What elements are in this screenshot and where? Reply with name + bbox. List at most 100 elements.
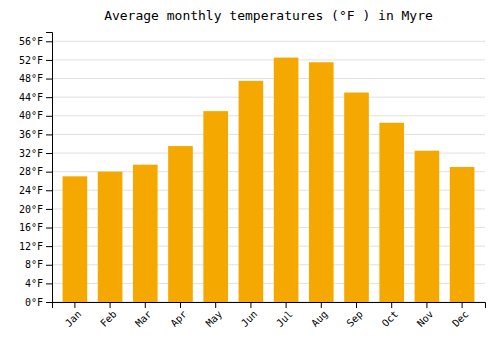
bar	[274, 58, 299, 302]
bar	[203, 111, 228, 302]
y-tick-label: 52°F	[19, 55, 43, 66]
y-tick: 24°F	[19, 185, 52, 196]
x-tick-mark	[356, 302, 357, 308]
x-tick-label: Jul	[274, 308, 295, 329]
y-tick: 56°F	[19, 36, 52, 47]
y-tick-mark	[46, 302, 52, 303]
x-tick-mark	[215, 302, 216, 308]
grid-line	[52, 115, 485, 116]
y-tick-label: 0°F	[25, 297, 43, 308]
y-tick-mark	[46, 209, 52, 210]
x-tick-label: Apr	[168, 308, 189, 329]
bar	[450, 167, 475, 302]
y-tick: 20°F	[19, 204, 52, 215]
y-tick-mark	[46, 228, 52, 229]
y-tick-label: 12°F	[19, 241, 43, 252]
bar	[379, 123, 404, 302]
plot: 0°F 4°F 8°F 12°F 16°F 20°F 24°F 28°F 32°F 36°F 40°…	[19, 33, 486, 329]
bar	[63, 176, 88, 302]
x-tick-label: Feb	[98, 308, 119, 329]
x-tick: Apr	[168, 302, 189, 329]
y-tick-mark	[46, 41, 52, 42]
y-tick-mark	[46, 60, 52, 61]
x-tick-mark	[286, 302, 287, 308]
y-tick: 36°F	[19, 129, 52, 140]
bar	[415, 151, 440, 302]
y-tick: 12°F	[19, 241, 52, 252]
y-tick-label: 4°F	[25, 278, 43, 289]
x-tick-mark	[74, 302, 75, 308]
y-tick: 8°F	[25, 259, 52, 270]
y-tick-label: 48°F	[19, 73, 43, 84]
y-tick: 48°F	[19, 73, 52, 84]
y-tick-mark	[46, 79, 52, 80]
y-tick: 28°F	[19, 166, 52, 177]
bar	[133, 165, 158, 302]
x-tick-mark	[426, 302, 427, 308]
y-tick-mark	[46, 116, 52, 117]
x-tick: Sep	[344, 302, 365, 329]
y-tick-mark	[46, 172, 52, 173]
x-tick-mark	[462, 302, 463, 308]
bar	[344, 93, 369, 302]
x-tick-label: Nov	[415, 308, 436, 329]
y-tick: 52°F	[19, 55, 52, 66]
y-tick: 44°F	[19, 92, 52, 103]
x-tick-label: Aug	[309, 308, 330, 329]
y-tick-mark	[46, 134, 52, 135]
y-tick-label: 20°F	[19, 204, 43, 215]
y-tick: 32°F	[19, 148, 52, 159]
x-tick-mark	[391, 302, 392, 308]
x-tick: Nov	[415, 302, 436, 329]
x-tick: May	[204, 302, 225, 329]
x-tick-mark	[145, 302, 146, 308]
y-tick-mark	[46, 97, 52, 98]
x-tick: Mar	[133, 302, 154, 329]
x-tick-label: Dec	[450, 308, 471, 329]
title: Average monthly temperatures (°F ) in My…	[104, 8, 433, 23]
x-tick: Aug	[309, 302, 330, 329]
grid	[52, 41, 485, 302]
y-tick-label: 16°F	[19, 222, 43, 233]
x-tick: Jan	[63, 302, 84, 329]
x-tick-label: Sep	[344, 308, 365, 329]
y-tick-label: 36°F	[19, 129, 43, 140]
y-tick-label: 44°F	[19, 92, 43, 103]
y-tick-mark	[46, 153, 52, 154]
bar	[168, 146, 193, 302]
y-tick-label: 32°F	[19, 148, 43, 159]
y-tick: 16°F	[19, 222, 52, 233]
bar	[98, 172, 123, 302]
grid-line	[52, 97, 485, 98]
grid-line	[52, 59, 485, 60]
y-tick-mark	[46, 265, 52, 266]
x-tick: Jul	[274, 302, 295, 329]
bars	[63, 58, 475, 302]
x-tick-mark	[321, 302, 322, 308]
y-tick: 4°F	[25, 278, 52, 289]
x-tick-label: Oct	[380, 308, 401, 329]
y-tick-mark	[46, 246, 52, 247]
grid-line	[52, 41, 485, 42]
y-tick-label: 56°F	[19, 36, 43, 47]
y-tick-label: 28°F	[19, 166, 43, 177]
x-tick: Feb	[98, 302, 119, 329]
chart: 0°F 4°F 8°F 12°F 16°F 20°F 24°F 28°F 32°F 36°F 40°…	[0, 0, 500, 350]
x-tick-mark	[110, 302, 111, 308]
y-axis-line	[46, 33, 53, 303]
x-tick-label: Mar	[133, 308, 154, 329]
y-tick-mark	[46, 283, 52, 284]
grid-line	[52, 78, 485, 79]
x-tick: Oct	[380, 302, 401, 329]
bar	[239, 81, 264, 302]
y-tick: 40°F	[19, 110, 52, 121]
x-tick: Jun	[239, 302, 260, 329]
x-tick-mark	[180, 302, 181, 308]
x-tick-mark	[250, 302, 251, 308]
x-axis: Jan Feb Mar Apr May Jun Jul Aug Sep Oct Nov Dec	[53, 302, 486, 329]
y-tick-label: 40°F	[19, 110, 43, 121]
x-tick-label: Jun	[239, 308, 260, 329]
x-tick: Dec	[450, 302, 471, 329]
grid-line	[52, 134, 485, 135]
y-tick-label: 8°F	[25, 259, 43, 270]
